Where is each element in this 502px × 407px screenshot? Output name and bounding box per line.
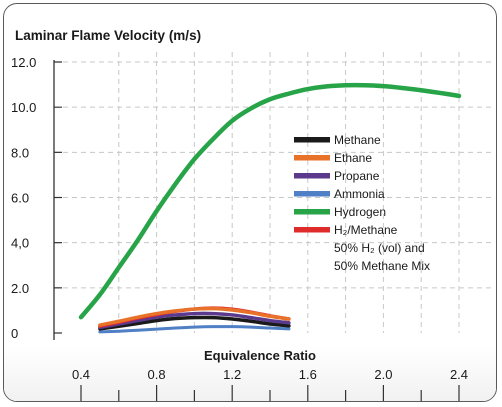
chart-frame: Laminar Flame Velocity (m/s) 0 2.0 4,0 6.0 8…: [3, 3, 497, 402]
series-line-propane: [98, 311, 291, 330]
legend-label-ammonia: Ammonia: [334, 187, 385, 201]
legend-note-line: 50% H₂ (vol) and: [334, 241, 425, 255]
series-line-hydrogen: [78, 82, 462, 320]
y-tick-label: 2.0: [11, 281, 29, 296]
x-tick-label: 2.0: [374, 367, 392, 382]
x-tick-label: 1.6: [299, 367, 317, 382]
y-tick-label: 0: [11, 326, 18, 341]
axes: 0 2.0 4,0 6.0 8.0 10.0 12.0 0.4 0.8 1.2 1.6 2.0 2.4: [11, 55, 468, 401]
x-axis-band: [4, 347, 496, 401]
legend-label-methane: Methane: [334, 133, 381, 147]
legend-swatch-methane: [294, 137, 330, 143]
x-tick-label: 0.8: [148, 367, 166, 382]
x-tick-label: 0.4: [72, 367, 90, 382]
grid: [54, 52, 494, 333]
legend-label-propane: Propane: [334, 169, 380, 183]
legend-label-h-methane: H₂/Methane: [334, 223, 398, 237]
x-tick-label: 1.2: [223, 367, 241, 382]
y-tick-label: 10.0: [11, 100, 36, 115]
legend-note-line: 50% Methane Mix: [334, 259, 430, 273]
legend-label-hydrogen: Hydrogen: [334, 205, 386, 219]
series-line-ethane: [98, 306, 291, 327]
legend-swatch-ammonia: [294, 191, 330, 197]
y-tick-label: 6.0: [11, 191, 29, 206]
series-lines: [78, 82, 462, 334]
laminar-flame-velocity-chart: Laminar Flame Velocity (m/s) 0 2.0 4,0 6.0 8…: [11, 28, 494, 401]
legend-swatch-ethane: [294, 155, 330, 161]
chart-title: Laminar Flame Velocity (m/s): [15, 28, 201, 43]
legend-swatch-propane: [294, 173, 330, 179]
legend-label-ethane: Ethane: [334, 151, 372, 165]
legend-swatch-h-methane: [294, 227, 330, 233]
series-line-methane: [98, 315, 291, 331]
x-axis-title: Equivalence Ratio: [204, 348, 316, 363]
y-tick-label: 4,0: [11, 236, 29, 251]
series-line-ammonia: [98, 325, 291, 334]
legend-swatch-hydrogen: [294, 209, 330, 215]
x-tick-label: 2.4: [450, 367, 468, 382]
y-tick-label: 8.0: [11, 145, 29, 160]
legend: Methane Ethane Propane Ammonia Hydrogen H₂/Me…: [294, 133, 430, 273]
y-tick-label: 12.0: [11, 55, 36, 70]
